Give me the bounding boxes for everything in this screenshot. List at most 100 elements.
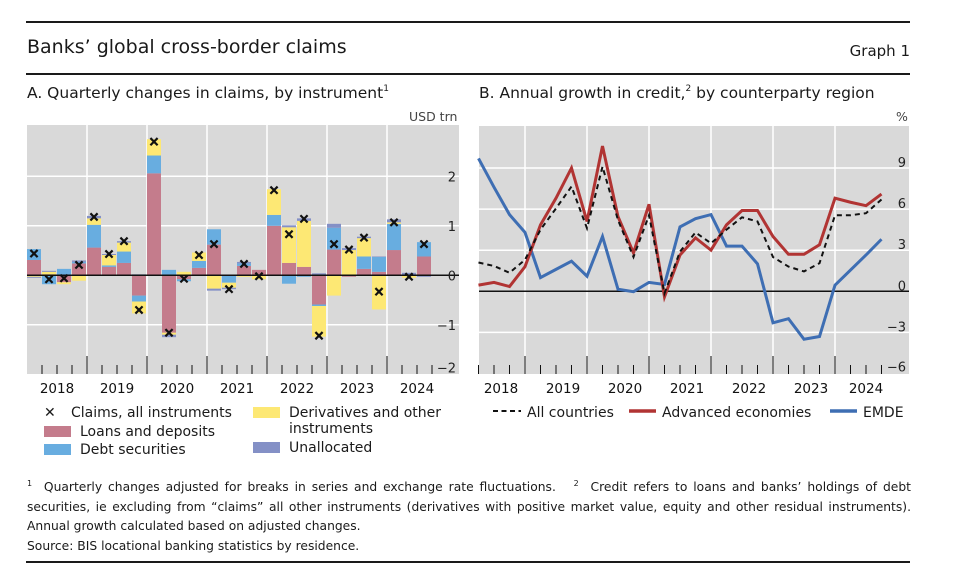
deriv-bar xyxy=(222,282,236,288)
red-line-icon xyxy=(629,409,656,413)
claims-marker-stroke xyxy=(224,284,234,294)
panel-a-unit: USD trn xyxy=(409,109,458,124)
panel-b-title-rest: by counterparty region xyxy=(691,84,875,102)
deriv-bar xyxy=(147,139,161,156)
deriv-bar xyxy=(282,227,296,263)
claims-marker xyxy=(89,212,99,222)
deriv-bar xyxy=(117,242,131,252)
loans-bar xyxy=(192,267,206,276)
x-year-label-a: 2018 xyxy=(40,381,74,397)
loans-bar xyxy=(417,256,431,276)
legend-a-deriv: Derivatives and other xyxy=(253,405,441,421)
debt-bar xyxy=(162,269,176,276)
legend-a-deriv-label: Derivatives and other xyxy=(289,405,442,421)
debt-bar xyxy=(132,295,146,302)
legend-a-claims-label: Claims, all instruments xyxy=(71,405,232,421)
graph-number: Graph 1 xyxy=(849,42,910,60)
legend-a-loans: Loans and deposits xyxy=(44,424,215,440)
claims-marker-stroke xyxy=(269,185,279,195)
claims-marker-stroke xyxy=(59,273,69,283)
loans-bar xyxy=(132,275,146,296)
claims-marker xyxy=(119,236,129,246)
unalloc-bar xyxy=(162,334,176,338)
claims-marker xyxy=(194,250,204,260)
claims-marker xyxy=(134,305,144,315)
deriv-bar xyxy=(357,238,371,257)
claims-marker-stroke xyxy=(389,217,399,227)
deriv-bar xyxy=(57,282,71,285)
loans-bar xyxy=(117,262,131,276)
loans-bar xyxy=(312,275,326,305)
deriv-bar xyxy=(102,255,116,266)
claims-marker xyxy=(359,233,369,243)
unalloc-bar xyxy=(282,225,296,228)
cross-marker-icon: ✕ xyxy=(44,405,56,421)
claims-marker-stroke xyxy=(194,250,204,260)
claims-marker xyxy=(404,272,414,282)
debt-bar xyxy=(417,242,431,257)
deriv-bar xyxy=(177,271,191,276)
footnote-1-marker: 1 xyxy=(27,479,33,488)
unalloc-bar xyxy=(27,276,41,278)
loans-bar xyxy=(147,173,161,276)
figure-title: Banks’ global cross-border claims xyxy=(27,36,347,58)
panel-b-title: B. Annual growth in credit,2 by counterp… xyxy=(479,84,875,102)
loans-bar xyxy=(237,265,251,276)
claims-marker-stroke xyxy=(239,259,249,269)
legend-a-debt-label: Debt securities xyxy=(80,442,186,458)
debt-swatch-icon xyxy=(44,444,71,455)
deriv-bar xyxy=(207,275,221,289)
panel-b-unit: % xyxy=(896,109,908,124)
debt-bar xyxy=(372,256,386,272)
claims-marker xyxy=(44,274,54,284)
panel-a-title: A. Quarterly changes in claims, by instr… xyxy=(27,84,389,102)
debt-bar xyxy=(282,275,296,284)
claims-marker-stroke xyxy=(254,271,264,281)
x-year-label-a: 2022 xyxy=(280,381,314,397)
loans-bar xyxy=(162,275,176,333)
debt-bar xyxy=(72,261,86,264)
claims-marker xyxy=(389,217,399,227)
claims-marker xyxy=(329,239,339,249)
debt-bar xyxy=(327,227,341,250)
claims-marker-stroke xyxy=(149,137,159,147)
claims-marker xyxy=(59,273,69,283)
deriv-bar xyxy=(192,252,206,261)
claims-marker xyxy=(299,214,309,224)
claims-marker-stroke xyxy=(119,236,129,246)
claims-marker-stroke xyxy=(404,272,414,282)
claims-marker xyxy=(74,260,84,270)
unalloc-bar xyxy=(207,288,221,291)
debt-bar xyxy=(357,256,371,269)
deriv-bar xyxy=(312,305,326,337)
debt-bar xyxy=(102,265,116,267)
claims-marker-stroke xyxy=(164,328,174,338)
debt-bar xyxy=(147,155,161,174)
debt-bar xyxy=(207,229,221,245)
debt-bar xyxy=(222,275,236,283)
loans-bar xyxy=(297,266,311,276)
loans-bar xyxy=(267,225,281,276)
claims-marker-stroke xyxy=(29,249,39,258)
debt-bar xyxy=(192,260,206,268)
unalloc-swatch-icon xyxy=(253,442,280,453)
deriv-bar xyxy=(42,271,56,275)
panel-b-title-text: B. Annual growth in credit, xyxy=(479,84,686,102)
claims-marker-stroke xyxy=(344,245,354,254)
claims-marker xyxy=(314,331,324,341)
unalloc-bar xyxy=(327,223,341,228)
footnote-2: Credit refers to loans and banks’ holdin… xyxy=(27,480,911,533)
loans-bar xyxy=(87,247,101,276)
deriv-bar xyxy=(342,250,356,276)
legend-a-loans-label: Loans and deposits xyxy=(80,424,216,440)
debt-bar xyxy=(387,223,401,251)
debt-bar xyxy=(267,214,281,226)
loans-bar xyxy=(252,269,266,276)
deriv-bar xyxy=(297,220,311,267)
title-rule xyxy=(26,73,910,75)
unalloc-bar xyxy=(372,256,386,257)
claims-marker xyxy=(419,239,429,249)
debt-bar xyxy=(87,224,101,248)
claims-marker-stroke xyxy=(104,249,114,259)
